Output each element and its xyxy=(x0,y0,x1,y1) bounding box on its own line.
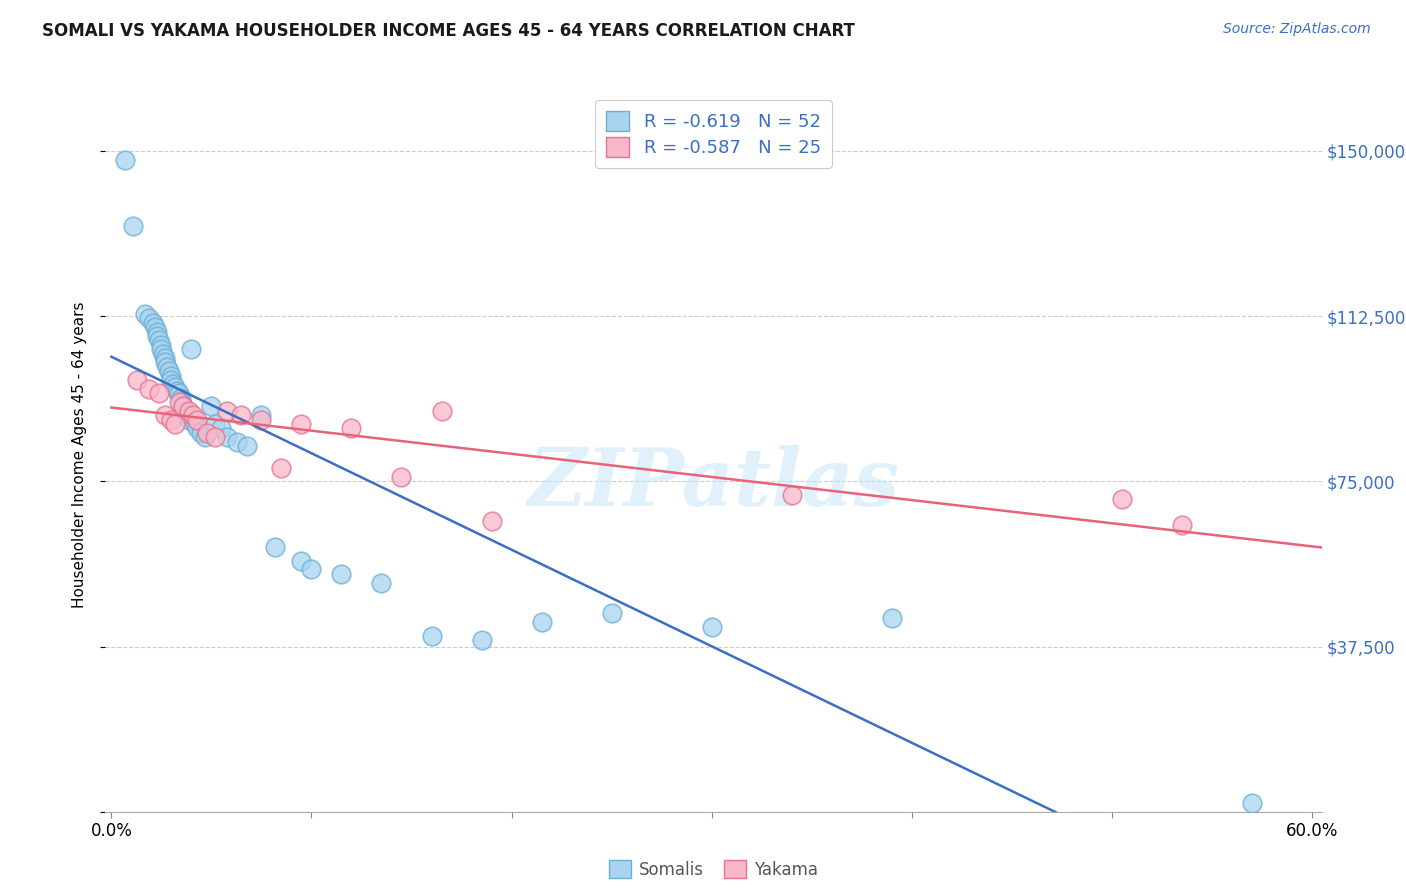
Point xyxy=(200,400,222,414)
Point xyxy=(530,615,553,630)
Point xyxy=(156,359,179,374)
Point xyxy=(150,342,173,356)
Point xyxy=(186,412,208,426)
Point xyxy=(146,329,169,343)
Point xyxy=(217,430,239,444)
Point xyxy=(880,611,903,625)
Point xyxy=(211,421,233,435)
Text: SOMALI VS YAKAMA HOUSEHOLDER INCOME AGES 45 - 64 YEARS CORRELATION CHART: SOMALI VS YAKAMA HOUSEHOLDER INCOME AGES… xyxy=(42,22,855,40)
Point xyxy=(145,320,167,334)
Point xyxy=(169,395,191,409)
Point xyxy=(148,334,170,348)
Point xyxy=(165,379,187,393)
Legend: Somalis, Yakama: Somalis, Yakama xyxy=(602,854,825,886)
Point xyxy=(700,620,723,634)
Point xyxy=(186,421,208,435)
Point xyxy=(204,417,226,431)
Point xyxy=(138,382,160,396)
Point xyxy=(236,439,259,453)
Point xyxy=(138,311,160,326)
Point xyxy=(160,368,183,383)
Point xyxy=(174,404,197,418)
Point xyxy=(160,373,183,387)
Point xyxy=(152,346,174,360)
Point xyxy=(430,404,453,418)
Point xyxy=(122,219,145,233)
Point xyxy=(194,430,217,444)
Point xyxy=(160,412,183,426)
Point xyxy=(176,409,198,423)
Point xyxy=(155,351,177,365)
Point xyxy=(391,470,413,484)
Point xyxy=(780,487,803,501)
Point xyxy=(470,632,492,647)
Point xyxy=(169,386,191,401)
Point xyxy=(179,412,201,426)
Point xyxy=(166,384,188,398)
Point xyxy=(226,434,249,449)
Point xyxy=(114,153,136,167)
Point xyxy=(190,425,212,440)
Point xyxy=(155,355,177,369)
Point xyxy=(179,404,201,418)
Point xyxy=(197,425,219,440)
Point xyxy=(155,409,177,423)
Point xyxy=(165,417,187,431)
Point xyxy=(370,575,392,590)
Point xyxy=(172,400,194,414)
Point xyxy=(600,607,623,621)
Point xyxy=(127,373,149,387)
Point xyxy=(1111,491,1133,506)
Point xyxy=(184,417,207,431)
Point xyxy=(217,404,239,418)
Point xyxy=(264,541,287,555)
Point xyxy=(148,386,170,401)
Point xyxy=(290,554,312,568)
Text: ZIPatlas: ZIPatlas xyxy=(527,445,900,522)
Point xyxy=(170,395,193,409)
Point xyxy=(183,409,205,423)
Point xyxy=(142,316,165,330)
Point xyxy=(180,342,202,356)
Point xyxy=(159,364,181,378)
Point xyxy=(231,409,253,423)
Point xyxy=(481,514,503,528)
Point xyxy=(250,412,273,426)
Point xyxy=(340,421,363,435)
Point xyxy=(150,338,173,352)
Point xyxy=(134,307,156,321)
Point xyxy=(170,391,193,405)
Point xyxy=(330,566,353,581)
Point xyxy=(1240,796,1263,810)
Point xyxy=(290,417,312,431)
Y-axis label: Householder Income Ages 45 - 64 years: Householder Income Ages 45 - 64 years xyxy=(72,301,87,608)
Point xyxy=(162,377,184,392)
Point xyxy=(1170,518,1192,533)
Point xyxy=(204,430,226,444)
Point xyxy=(146,325,169,339)
Point xyxy=(250,409,273,423)
Text: Source: ZipAtlas.com: Source: ZipAtlas.com xyxy=(1223,22,1371,37)
Point xyxy=(301,562,323,576)
Point xyxy=(172,400,194,414)
Point xyxy=(420,628,443,642)
Point xyxy=(270,461,292,475)
